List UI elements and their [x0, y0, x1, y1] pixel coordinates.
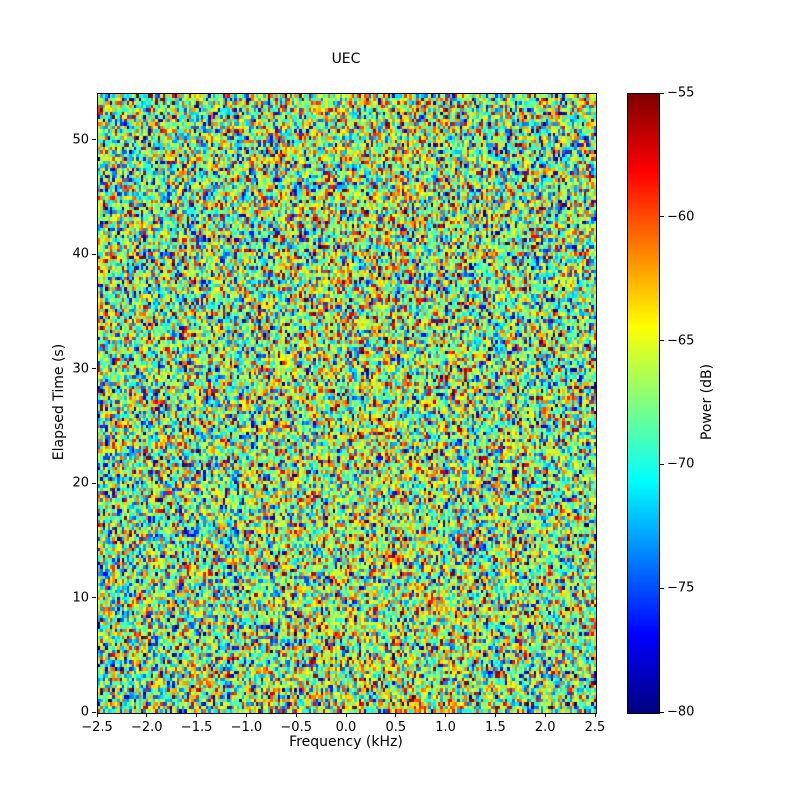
- y-tick: [92, 482, 96, 484]
- x-tick: [594, 713, 596, 717]
- spectrogram-canvas: [98, 94, 596, 713]
- colorbar-tick-label: −60: [667, 209, 695, 225]
- x-tick-label: −1.0: [230, 720, 263, 735]
- y-tick: [92, 711, 96, 713]
- x-tick: [494, 713, 496, 717]
- y-tick-label: 20: [72, 475, 89, 491]
- x-tick-label: 0.0: [335, 720, 357, 735]
- x-tick: [445, 713, 447, 717]
- y-tick-label: 30: [72, 361, 89, 377]
- x-tick: [345, 713, 347, 717]
- colorbar-tick: [660, 463, 664, 465]
- x-tick-label: −2.5: [81, 720, 113, 735]
- x-axis-label: Frequency (kHz): [289, 734, 403, 750]
- x-tick-label: 1.0: [435, 720, 456, 735]
- y-tick-label: 0: [80, 704, 89, 720]
- y-tick-label: 40: [72, 246, 89, 262]
- colorbar: [627, 93, 660, 714]
- colorbar-tick: [660, 92, 664, 94]
- x-tick: [245, 713, 247, 717]
- colorbar-tick: [660, 216, 664, 218]
- x-tick: [544, 713, 546, 717]
- x-tick-label: 1.5: [485, 720, 506, 735]
- y-tick: [92, 139, 96, 141]
- colorbar-tick-label: −65: [667, 333, 695, 349]
- plot-title: UEC: [331, 51, 361, 67]
- x-tick: [395, 713, 397, 717]
- colorbar-tick-label: −75: [667, 580, 695, 596]
- x-tick-label: 2.0: [534, 720, 556, 735]
- colorbar-canvas: [628, 94, 659, 713]
- colorbar-tick-label: −80: [667, 704, 695, 720]
- x-tick: [295, 713, 297, 717]
- x-tick: [96, 713, 98, 717]
- y-tick: [92, 597, 96, 599]
- colorbar-label: Power (dB): [699, 363, 715, 441]
- colorbar-tick: [660, 711, 664, 713]
- x-tick-label: −0.5: [280, 720, 312, 735]
- y-tick: [92, 368, 96, 370]
- x-tick: [146, 713, 148, 717]
- plot-area: [97, 93, 597, 714]
- colorbar-tick: [660, 340, 664, 342]
- colorbar-tick: [660, 587, 664, 589]
- y-tick-label: 10: [72, 590, 89, 606]
- x-tick-label: −2.0: [131, 720, 163, 735]
- x-tick: [196, 713, 198, 717]
- x-tick-label: 0.5: [385, 720, 407, 735]
- x-tick-label: 2.5: [584, 720, 606, 735]
- y-tick-label: 50: [72, 132, 89, 148]
- colorbar-tick-label: −70: [667, 456, 695, 472]
- colorbar-tick-label: −55: [667, 85, 695, 101]
- x-tick-label: −1.5: [180, 720, 213, 735]
- y-tick: [92, 253, 96, 255]
